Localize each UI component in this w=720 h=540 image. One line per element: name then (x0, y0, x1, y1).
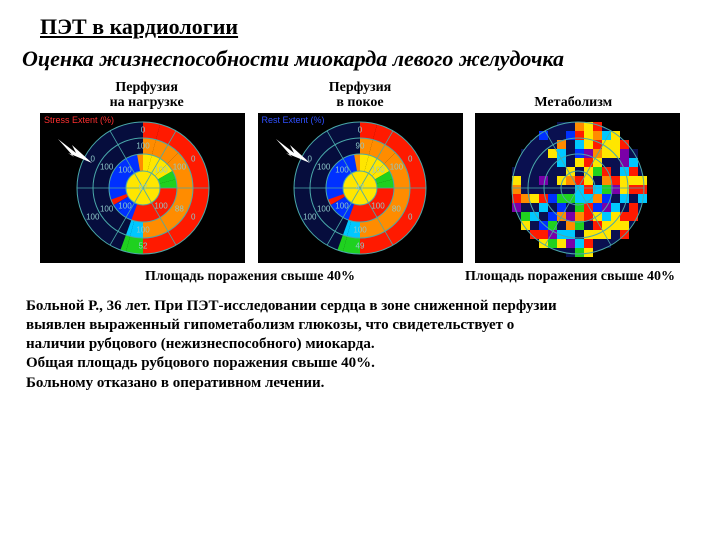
svg-text:100: 100 (86, 212, 100, 221)
svg-text:100: 100 (390, 162, 404, 171)
svg-text:100: 100 (317, 162, 331, 171)
label-stress: Перфузия на нагрузке (40, 80, 253, 111)
svg-text:100: 100 (335, 165, 349, 174)
bullseye-row: Stress Extent (%) 0000521001001001008810… (40, 113, 680, 263)
label-metab-l1: Метаболизм (534, 95, 612, 110)
body-p3: Больному отказано в оперативном лечении. (26, 375, 324, 391)
caption-right: Площадь поражения свыше 40% (460, 269, 680, 285)
svg-text:100: 100 (371, 165, 385, 174)
svg-text:0: 0 (191, 212, 196, 221)
svg-text:100: 100 (118, 165, 132, 174)
svg-text:0: 0 (408, 212, 413, 221)
svg-text:80: 80 (392, 204, 401, 213)
label-rest-l2: в покое (336, 95, 383, 110)
label-metab: Метаболизм (467, 80, 680, 111)
label-stress-l1: Перфузия (115, 80, 178, 95)
label-rest: Перфузия в покое (253, 80, 466, 111)
svg-text:0: 0 (308, 154, 313, 163)
svg-text:100: 100 (371, 201, 385, 210)
label-stress-l2: на нагрузке (110, 95, 184, 110)
panel-metab (475, 113, 680, 263)
svg-text:90: 90 (356, 141, 365, 150)
svg-text:88: 88 (174, 204, 183, 213)
svg-text:0: 0 (191, 154, 196, 163)
svg-text:0: 0 (408, 154, 413, 163)
svg-text:100: 100 (317, 204, 331, 213)
body-p1c: наличии рубцового (нежизнеспособного) ми… (26, 336, 375, 352)
svg-text:0: 0 (90, 154, 95, 163)
svg-text:100: 100 (136, 225, 150, 234)
svg-text:100: 100 (99, 204, 113, 213)
panel-stress: Stress Extent (%) 0000521001001001008810… (40, 113, 245, 263)
svg-text:0: 0 (358, 125, 363, 134)
captions-row: Площадь поражения свыше 40% Площадь пора… (40, 269, 680, 285)
svg-text:52: 52 (138, 241, 147, 250)
body-text: Больной Р., 36 лет. При ПЭТ-исследовании… (26, 297, 694, 393)
svg-text:100: 100 (303, 212, 317, 221)
body-p2: Общая площадь рубцового поражения свыше … (26, 355, 375, 371)
svg-text:97: 97 (138, 183, 147, 192)
svg-text:47: 47 (356, 183, 365, 192)
svg-text:100: 100 (99, 162, 113, 171)
svg-text:0: 0 (140, 125, 145, 134)
svg-text:100: 100 (154, 201, 168, 210)
svg-text:100: 100 (118, 201, 132, 210)
body-p1b: выявлен выраженный гипометаболизм глюкоз… (26, 317, 514, 333)
svg-text:49: 49 (356, 241, 365, 250)
svg-text:100: 100 (335, 201, 349, 210)
svg-text:100: 100 (136, 141, 150, 150)
panel-labels-row: Перфузия на нагрузке Перфузия в покое Ме… (40, 80, 680, 111)
page-title: ПЭТ в кардиологии (40, 14, 698, 40)
caption-left: Площадь поражения свыше 40% (40, 269, 460, 285)
svg-text:100: 100 (172, 162, 186, 171)
svg-text:100: 100 (353, 225, 367, 234)
page-subtitle: Оценка жизнеспособности миокарда левого … (22, 46, 698, 72)
panel-rest: Rest Extent (%) 000049100100901008010010… (258, 113, 463, 263)
svg-text:100: 100 (154, 165, 168, 174)
label-rest-l1: Перфузия (329, 80, 392, 95)
body-p1a: Больной Р., 36 лет. При ПЭТ-исследовании… (26, 298, 557, 314)
